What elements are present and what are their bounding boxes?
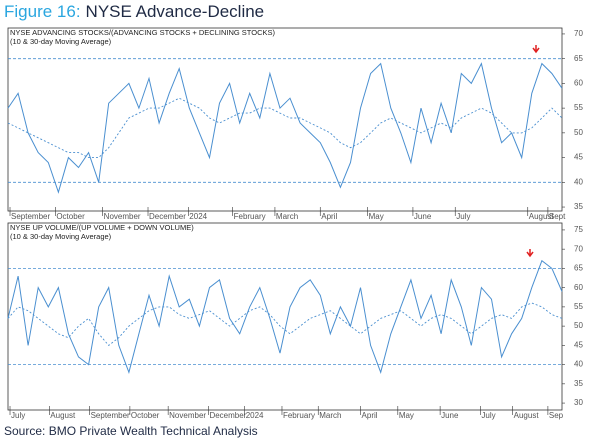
x-tick-label: December	[149, 212, 186, 221]
x-tick-label: April	[321, 212, 337, 221]
x-tick-label: September	[91, 411, 130, 420]
x-tick-label: February	[234, 212, 266, 221]
panel-title: NYSE UP VOLUME/(UP VOLUME + DOWN VOLUME)	[10, 223, 194, 232]
y-tick-label: 45	[574, 340, 583, 349]
moving-average-10	[7, 259, 563, 374]
y-tick-label: 45	[574, 153, 583, 162]
x-tick-label: December	[209, 411, 246, 420]
y-tick-label: 50	[574, 321, 583, 330]
x-tick-label: 2024	[246, 411, 264, 420]
panel-title: NYSE ADVANCING STOCKS/(ADVANCING STOCKS …	[10, 28, 275, 37]
x-tick-label: June	[441, 411, 459, 420]
x-tick-label: July	[11, 411, 25, 420]
title-text: NYSE Advance-Decline	[86, 2, 265, 21]
y-tick-label: 65	[574, 54, 583, 63]
x-tick-label: November	[104, 212, 141, 221]
plot-frame	[7, 222, 563, 411]
x-tick-label: November	[169, 411, 206, 420]
plot-frame	[7, 27, 563, 212]
x-tick-label: July	[456, 212, 470, 221]
y-tick-label: 70	[574, 29, 583, 38]
y-tick-label: 55	[574, 103, 583, 112]
red-arrow	[532, 45, 540, 54]
x-tick-label: 2024	[189, 212, 207, 221]
x-tick-label: April	[362, 411, 378, 420]
figure-label: Figure 16:	[4, 2, 81, 21]
x-tick-label: August	[50, 411, 76, 420]
y-tick-label: 70	[574, 244, 583, 253]
y-tick-label: 65	[574, 264, 583, 273]
moving-average-30	[7, 97, 563, 159]
x-tick-label: August	[514, 411, 540, 420]
page-title: Figure 16: NYSE Advance-Decline	[4, 2, 264, 21]
y-tick-label: 55	[574, 302, 583, 311]
y-tick-label: 60	[574, 79, 583, 88]
moving-average-30	[7, 302, 563, 347]
red-arrow	[526, 249, 534, 258]
panel-subtitle: (10 & 30-day Moving Average)	[10, 37, 112, 46]
y-tick-label: 35	[574, 379, 583, 388]
y-tick-label: 75	[574, 225, 583, 234]
panel-subtitle: (10 & 30-day Moving Average)	[10, 232, 112, 241]
x-tick-label: September	[11, 212, 50, 221]
y-tick-label: 30	[574, 398, 583, 407]
y-tick-label: 40	[574, 360, 583, 369]
x-tick-label: May	[369, 212, 384, 221]
moving-average-10	[7, 62, 563, 194]
x-tick-label: July	[481, 411, 495, 420]
source: Source: BMO Private Wealth Technical Ana…	[4, 424, 258, 438]
x-tick-label: March	[276, 212, 298, 221]
x-tick-label: October	[131, 411, 160, 420]
x-tick-label: May	[399, 411, 414, 420]
x-tick-label: March	[319, 411, 341, 420]
y-tick-label: 35	[574, 202, 583, 211]
y-tick-label: 40	[574, 177, 583, 186]
x-tick-label: February	[283, 411, 315, 420]
x-tick-label: Sep	[549, 411, 564, 420]
x-tick-label: October	[56, 212, 85, 221]
y-tick-label: 60	[574, 283, 583, 292]
y-tick-label: 50	[574, 128, 583, 137]
x-tick-label: Sept	[549, 212, 566, 221]
x-tick-label: June	[414, 212, 432, 221]
x-tick-label: August	[529, 212, 555, 221]
